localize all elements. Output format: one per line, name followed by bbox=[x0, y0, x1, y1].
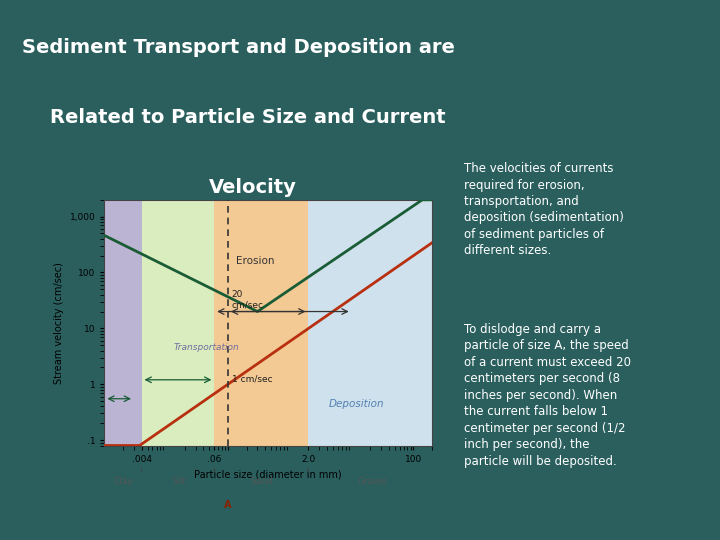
Text: Deposition: Deposition bbox=[328, 399, 384, 409]
Text: Related to Particle Size and Current: Related to Particle Size and Current bbox=[50, 108, 446, 127]
Bar bbox=[215, 200, 308, 446]
X-axis label: Particle size (diameter in mm): Particle size (diameter in mm) bbox=[194, 469, 342, 479]
Text: Transportation: Transportation bbox=[174, 343, 239, 352]
Text: To dislodge and carry a
particle of size A, the speed
of a current must exceed 2: To dislodge and carry a particle of size… bbox=[464, 323, 631, 468]
Text: 20
cm/sec: 20 cm/sec bbox=[232, 290, 264, 309]
Text: Silt: Silt bbox=[171, 477, 186, 487]
Text: Gravel: Gravel bbox=[358, 477, 387, 487]
Text: The velocities of currents
required for erosion,
transportation, and
deposition : The velocities of currents required for … bbox=[464, 162, 624, 258]
Bar bbox=[104, 200, 142, 446]
Text: A: A bbox=[224, 500, 232, 510]
Text: Sediment Transport and Deposition are: Sediment Transport and Deposition are bbox=[22, 38, 454, 57]
Bar bbox=[142, 200, 215, 446]
Bar bbox=[308, 200, 432, 446]
Y-axis label: Stream velocity (cm/sec): Stream velocity (cm/sec) bbox=[54, 262, 64, 383]
Text: Velocity: Velocity bbox=[209, 178, 297, 197]
Text: 1 cm/sec: 1 cm/sec bbox=[232, 374, 272, 383]
Text: Sand: Sand bbox=[251, 477, 273, 487]
Text: Erosion: Erosion bbox=[236, 256, 275, 266]
Text: Clay: Clay bbox=[113, 477, 133, 487]
